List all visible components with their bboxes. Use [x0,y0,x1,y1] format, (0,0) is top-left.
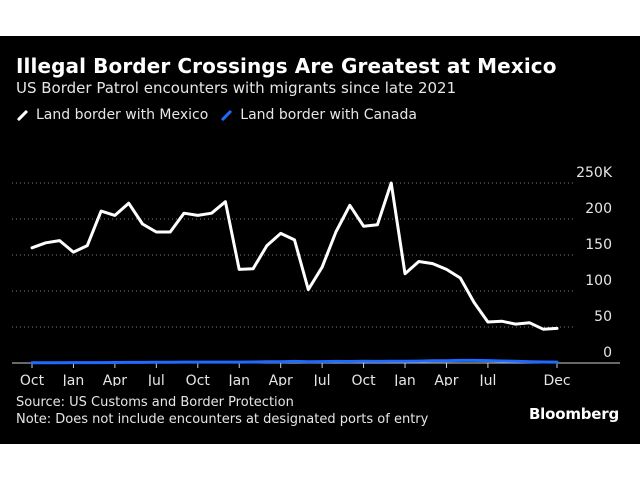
legend-item-canada: Land border with Canada [220,107,417,123]
chart-title: Illegal Border Crossings Are Greatest at… [16,54,557,78]
x-tick-label: Apr [103,373,127,386]
x-tick-label: Jan [393,373,416,386]
y-tick-label: 50 [594,309,612,325]
y-tick-label: 200 [585,201,612,217]
legend-item-mexico: Land border with Mexico [16,107,208,123]
x-tick-label: Jul [313,373,331,386]
x-tick-label: Jan [62,373,85,386]
x-tick-label: Jul [147,373,165,386]
chart-footer: Source: US Customs and Border Protection… [16,394,428,428]
x-tick-label: Jul [478,373,496,386]
y-tick-label: 250K [576,165,613,181]
legend-swatch-canada [221,109,233,121]
y-tick-label: 100 [585,273,612,289]
chart-subtitle: US Border Patrol encounters with migrant… [16,79,457,97]
x-tick-label: Oct [351,373,376,386]
legend-label-canada: Land border with Canada [240,107,417,123]
y-axis-ticks: 0 50 100 150 200 250K [576,165,613,361]
source-note: Source: US Customs and Border Protection [16,395,294,410]
series-lines [30,181,559,365]
bloomberg-logo: Bloomberg [528,405,619,423]
x-tick-label: Apr [269,373,293,386]
x-tick-label: Apr [434,373,458,386]
x-tick-label: Oct [20,373,45,386]
x-tick-label: Jan [227,373,250,386]
grid-lines [12,182,620,364]
footnote: Note: Does not include encounters at des… [16,412,429,427]
x-tick-label: Oct [186,373,211,386]
x-axis-ticks: Oct2021Jan2022AprJulOctJan2023AprJulOctJ… [20,363,571,386]
y-tick-label: 0 [603,345,612,361]
y-tick-label: 150 [585,237,612,253]
x-tick-label: Dec [543,373,570,386]
legend-swatch-mexico [16,109,29,121]
series-line-mexico [30,181,559,331]
chart-card: Illegal Border Crossings Are Greatest at… [0,36,640,444]
series-line-canada [30,358,559,365]
chart-legend: Land border with Mexico Land border with… [16,107,429,123]
legend-label-mexico: Land border with Mexico [36,107,209,123]
